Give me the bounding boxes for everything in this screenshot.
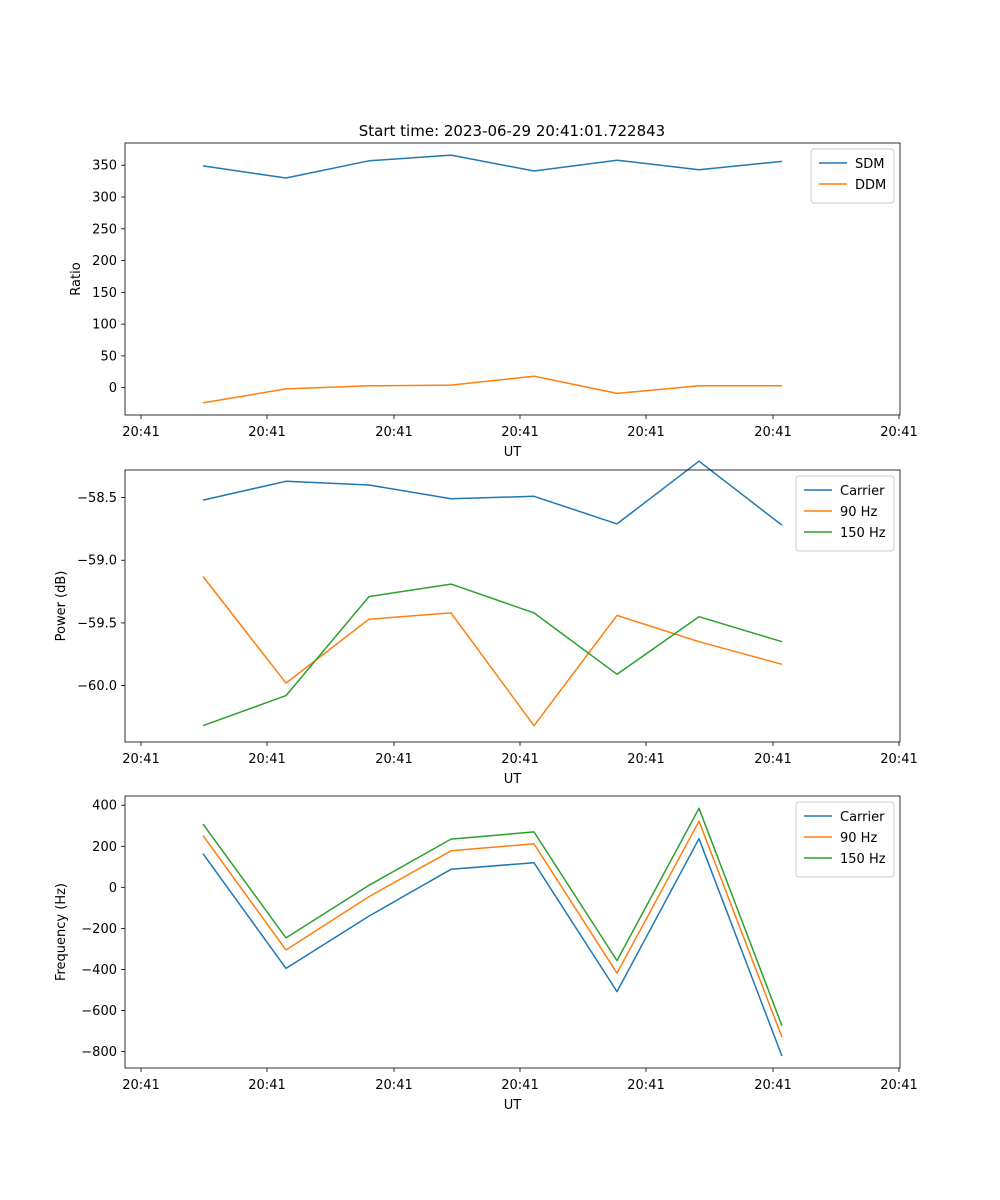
- chart-1: 0 50 100 150 200 250 300 350 20:41 20:41 20:41 20:4…: [69, 142, 918, 460]
- x-tick-label: 20:41: [501, 425, 538, 440]
- series-line-carrier: [202, 837, 783, 1057]
- x-tick-label: 20:41: [754, 425, 791, 440]
- series-line-carrier: [202, 460, 783, 526]
- y-tick-label: −58.5: [77, 491, 117, 506]
- x-tick-label: 20:41: [122, 1078, 159, 1093]
- y-tick-label: 350: [92, 159, 117, 174]
- x-tick-label: 20:41: [754, 1078, 791, 1093]
- x-tick-label: 20:41: [627, 425, 664, 440]
- y-tick-label: 250: [92, 222, 117, 237]
- x-tick-label: 20:41: [375, 752, 412, 767]
- y-tick-label: 50: [100, 349, 117, 364]
- y-tick-label: −600: [81, 1004, 117, 1019]
- legend-label: Carrier: [840, 810, 885, 825]
- legend-label: 150 Hz: [840, 526, 886, 541]
- y-tick-label: 0: [109, 381, 117, 396]
- legend-label: 90 Hz: [840, 831, 877, 846]
- series-line-ddm: [202, 375, 782, 404]
- charts-container: 0 50 100 150 200 250 300 350 20:41 20:41 20:41 20:4…: [54, 142, 918, 1113]
- x-axis-label: UT: [504, 445, 522, 460]
- legend-label: Carrier: [840, 484, 885, 499]
- series-line-90-hz: [202, 820, 783, 1038]
- legend-label: 150 Hz: [840, 852, 886, 867]
- x-tick-label: 20:41: [754, 752, 791, 767]
- x-axis-label: UT: [504, 1098, 522, 1113]
- chart-3: −800 −600 −400 −200 0 200 400 20:41 20:41 20:41 20…: [54, 795, 918, 1113]
- y-axis-label: Frequency (Hz): [54, 883, 69, 981]
- legend-label: DDM: [855, 178, 886, 193]
- y-tick-label: −400: [81, 963, 117, 978]
- y-tick-label: −60.0: [77, 679, 117, 694]
- series-line-150-hz: [202, 583, 783, 727]
- y-tick-label: 100: [92, 318, 117, 333]
- x-tick-label: 20:41: [880, 1078, 917, 1093]
- legend-label: SDM: [855, 157, 884, 172]
- x-tick-label: 20:41: [248, 752, 285, 767]
- series-line-sdm: [202, 154, 783, 179]
- x-tick-label: 20:41: [248, 425, 285, 440]
- x-tick-label: 20:41: [501, 752, 538, 767]
- x-tick-label: 20:41: [375, 1078, 412, 1093]
- x-tick-label: 20:41: [248, 1078, 285, 1093]
- series-line-150-hz: [202, 807, 783, 1027]
- y-tick-label: 0: [109, 881, 117, 896]
- x-tick-label: 20:41: [880, 752, 917, 767]
- y-tick-label: −59.5: [77, 616, 117, 631]
- x-tick-label: 20:41: [122, 425, 159, 440]
- x-tick-label: 20:41: [880, 425, 917, 440]
- x-tick-label: 20:41: [627, 1078, 664, 1093]
- y-tick-label: 200: [92, 840, 117, 855]
- chart-2: −60.0 −59.5 −59.0 −58.5 20:41 20:41 20:41 20:41…: [54, 460, 918, 787]
- x-tick-label: 20:41: [122, 752, 159, 767]
- x-tick-label: 20:41: [375, 425, 412, 440]
- figure-title: Start time: 2023-06-29 20:41:01.722843: [359, 122, 665, 140]
- y-tick-label: −800: [81, 1045, 117, 1060]
- y-tick-label: −200: [81, 922, 117, 937]
- y-tick-label: 300: [92, 191, 117, 206]
- axes-frame: [124, 469, 901, 743]
- y-tick-label: −59.0: [77, 554, 117, 569]
- x-axis-label: UT: [504, 772, 522, 787]
- x-tick-label: 20:41: [501, 1078, 538, 1093]
- y-axis-label: Ratio: [69, 262, 84, 295]
- axes-frame: [124, 142, 901, 416]
- y-tick-label: 150: [92, 286, 117, 301]
- x-tick-label: 20:41: [627, 752, 664, 767]
- series-line-90-hz: [202, 576, 783, 727]
- legend-label: 90 Hz: [840, 505, 877, 520]
- axes-frame: [124, 795, 901, 1069]
- y-tick-label: 400: [92, 799, 117, 814]
- y-tick-label: 200: [92, 254, 117, 269]
- y-axis-label: Power (dB): [54, 571, 69, 642]
